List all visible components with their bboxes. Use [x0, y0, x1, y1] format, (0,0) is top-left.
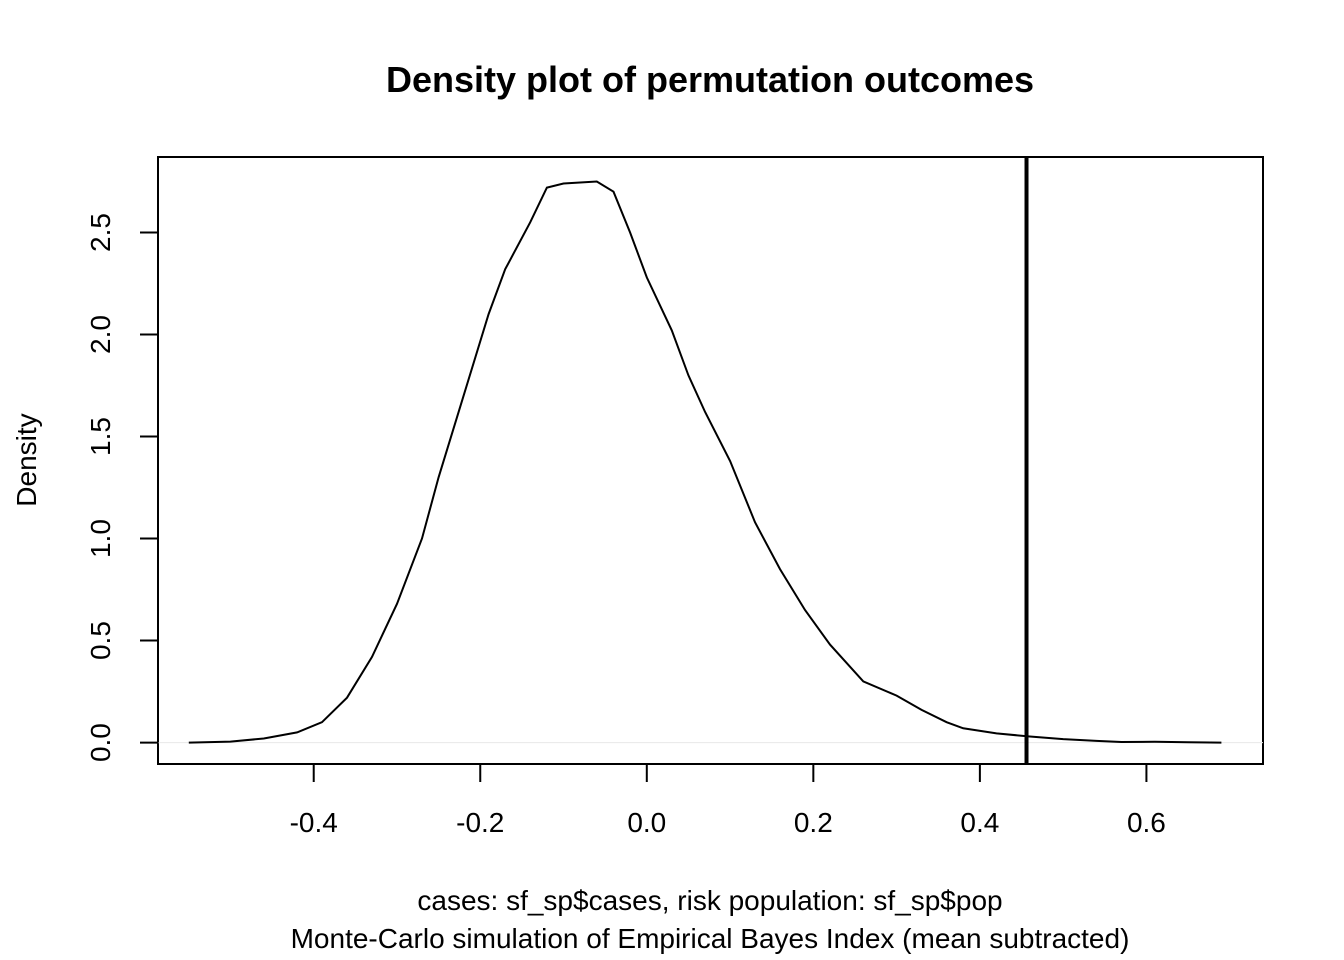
plot-frame: [157, 156, 1264, 765]
density-curve: [188, 180, 1222, 744]
y-tick-label: 0.0: [85, 723, 116, 762]
x-tick-label: 0.6: [1127, 807, 1166, 838]
y-axis: 0.0 0.5 1.0 1.5 2.0 2.5: [85, 213, 159, 762]
y-tick-label: 1.0: [85, 519, 116, 558]
x-tick-label: -0.4: [290, 807, 338, 838]
x-tick-label: 0.0: [627, 807, 666, 838]
y-tick-label: 2.0: [85, 315, 116, 354]
x-tick-label: -0.2: [456, 807, 504, 838]
y-tick-label: 2.5: [85, 213, 116, 252]
y-axis-label: Density: [11, 413, 42, 506]
x-axis: -0.4 -0.2 0.0 0.2 0.4 0.6: [290, 763, 1166, 838]
y-tick-label: 0.5: [85, 621, 116, 660]
x-axis-label-line-1: cases: sf_sp$cases, risk population: sf_…: [417, 885, 1002, 916]
x-axis-label-line-2: Monte-Carlo simulation of Empirical Baye…: [291, 923, 1130, 954]
x-tick-label: 0.2: [794, 807, 833, 838]
x-tick-label: 0.4: [960, 807, 999, 838]
y-tick-label: 1.5: [85, 417, 116, 456]
chart-title: Density plot of permutation outcomes: [386, 59, 1034, 100]
